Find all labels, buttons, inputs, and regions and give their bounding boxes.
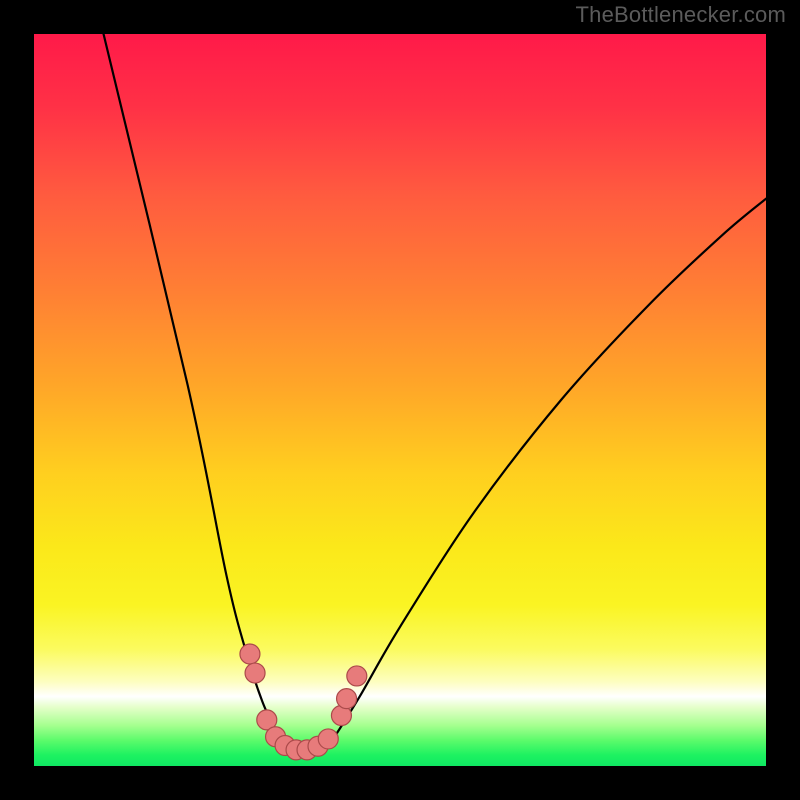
- plot-area: [34, 34, 766, 766]
- chart-stage: TheBottlenecker.com: [0, 0, 800, 800]
- gradient-background: [34, 34, 766, 766]
- watermark-text: TheBottlenecker.com: [576, 2, 786, 28]
